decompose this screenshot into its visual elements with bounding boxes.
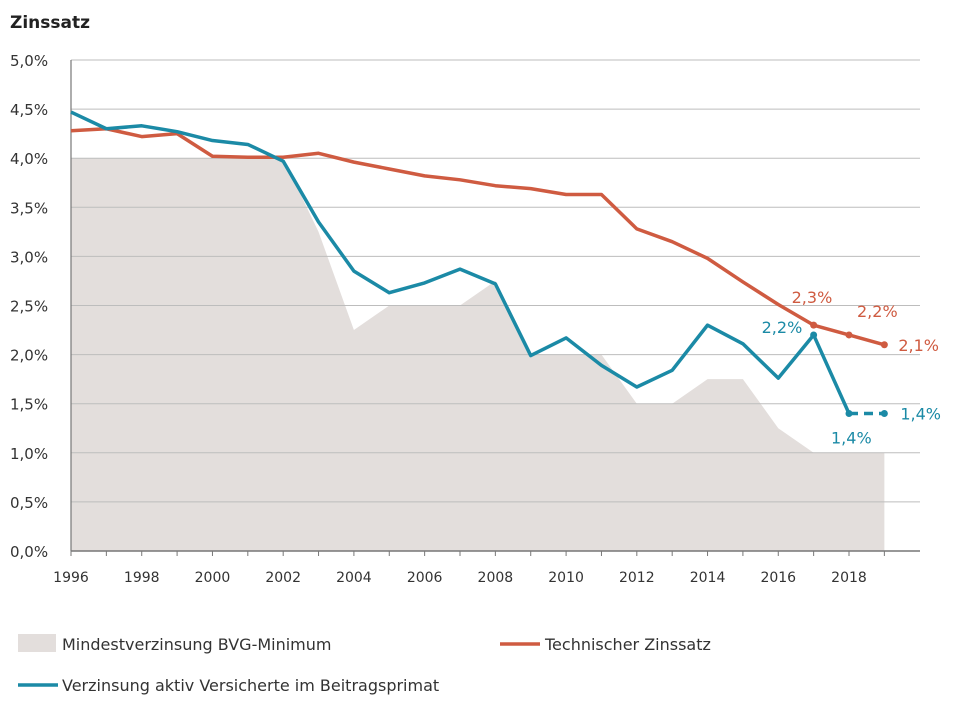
data-label: 2,2%: [857, 302, 898, 321]
x-tick-label: 2004: [336, 570, 372, 586]
y-tick-label: 1,5%: [10, 396, 48, 414]
y-tick-label: 0,0%: [10, 543, 48, 561]
y-tick-label: 2,5%: [10, 298, 48, 316]
y-tick-label: 2,0%: [10, 347, 48, 365]
x-tick-label: 2014: [690, 570, 726, 586]
data-point-marker: [845, 410, 853, 418]
data-label: 2,1%: [898, 336, 939, 355]
data-label: 2,3%: [792, 288, 833, 307]
data-point-marker: [810, 331, 818, 339]
y-tick-label: 3,0%: [10, 248, 48, 266]
data-label: 1,4%: [831, 429, 872, 448]
data-label: 2,2%: [762, 318, 803, 337]
chart-title: Zinssatz: [10, 13, 90, 33]
x-tick-label: 1998: [124, 570, 160, 586]
data-label: 1,4%: [900, 405, 941, 424]
legend-label: Mindestverzinsung BVG-Minimum: [62, 635, 331, 654]
y-tick-label: 4,5%: [10, 101, 48, 119]
legend-label: Verzinsung aktiv Versicherte im Beitrags…: [62, 676, 439, 695]
data-point-marker: [845, 331, 853, 339]
x-tick-label: 2002: [265, 570, 301, 586]
series-line-2: [70, 110, 851, 415]
y-tick-label: 3,5%: [10, 199, 48, 217]
x-tick-label: 2008: [478, 570, 514, 586]
y-tick-label: 0,5%: [10, 494, 48, 512]
legend-label: Technischer Zinssatz: [544, 635, 711, 654]
y-tick-label: 4,0%: [10, 150, 48, 168]
y-tick-label: 5,0%: [10, 52, 48, 70]
x-tick-label: 2016: [760, 570, 796, 586]
series-line-1: [70, 126, 885, 347]
x-tick-label: 1996: [53, 570, 89, 586]
data-point-marker: [810, 321, 818, 329]
x-tick-label: 2010: [548, 570, 584, 586]
x-tick-label: 2006: [407, 570, 443, 586]
data-point-marker: [880, 410, 888, 418]
x-tick-label: 2012: [619, 570, 655, 586]
data-point-marker: [880, 341, 888, 349]
legend-swatch-bvg-minimum: [18, 634, 56, 652]
x-tick-label: 2018: [831, 570, 867, 586]
x-tick-label: 2000: [195, 570, 231, 586]
y-tick-label: 1,0%: [10, 445, 48, 463]
